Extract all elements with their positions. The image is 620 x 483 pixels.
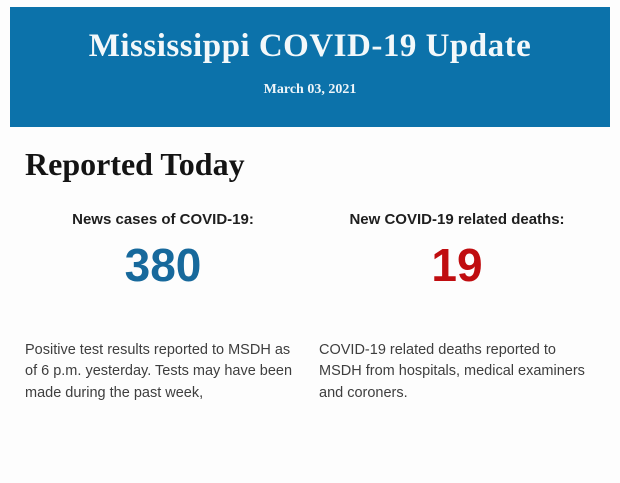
stat-new-cases: News cases of COVID-19: 380 Positive tes…	[25, 211, 301, 405]
header-banner: Mississippi COVID-19 Update March 03, 20…	[10, 7, 610, 127]
new-cases-label: News cases of COVID-19:	[72, 210, 254, 228]
new-cases-value: 380	[124, 238, 202, 291]
section-title: Reported Today	[25, 146, 245, 182]
stat-new-deaths: New COVID-19 related deaths: 19 COVID-19…	[319, 211, 595, 405]
stats-row: News cases of COVID-19: 380 Positive tes…	[25, 211, 595, 405]
main-content: Reported Today News cases of COVID-19: 3…	[0, 127, 620, 404]
new-deaths-label: New COVID-19 related deaths:	[349, 210, 565, 228]
new-deaths-value: 19	[431, 238, 483, 291]
new-deaths-description: COVID-19 related deaths reported to MSDH…	[319, 341, 585, 401]
header-date: March 03, 2021	[263, 82, 357, 97]
new-cases-description: Positive test results reported to MSDH a…	[25, 341, 293, 401]
page-title: Mississippi COVID-19 Update	[88, 28, 532, 64]
